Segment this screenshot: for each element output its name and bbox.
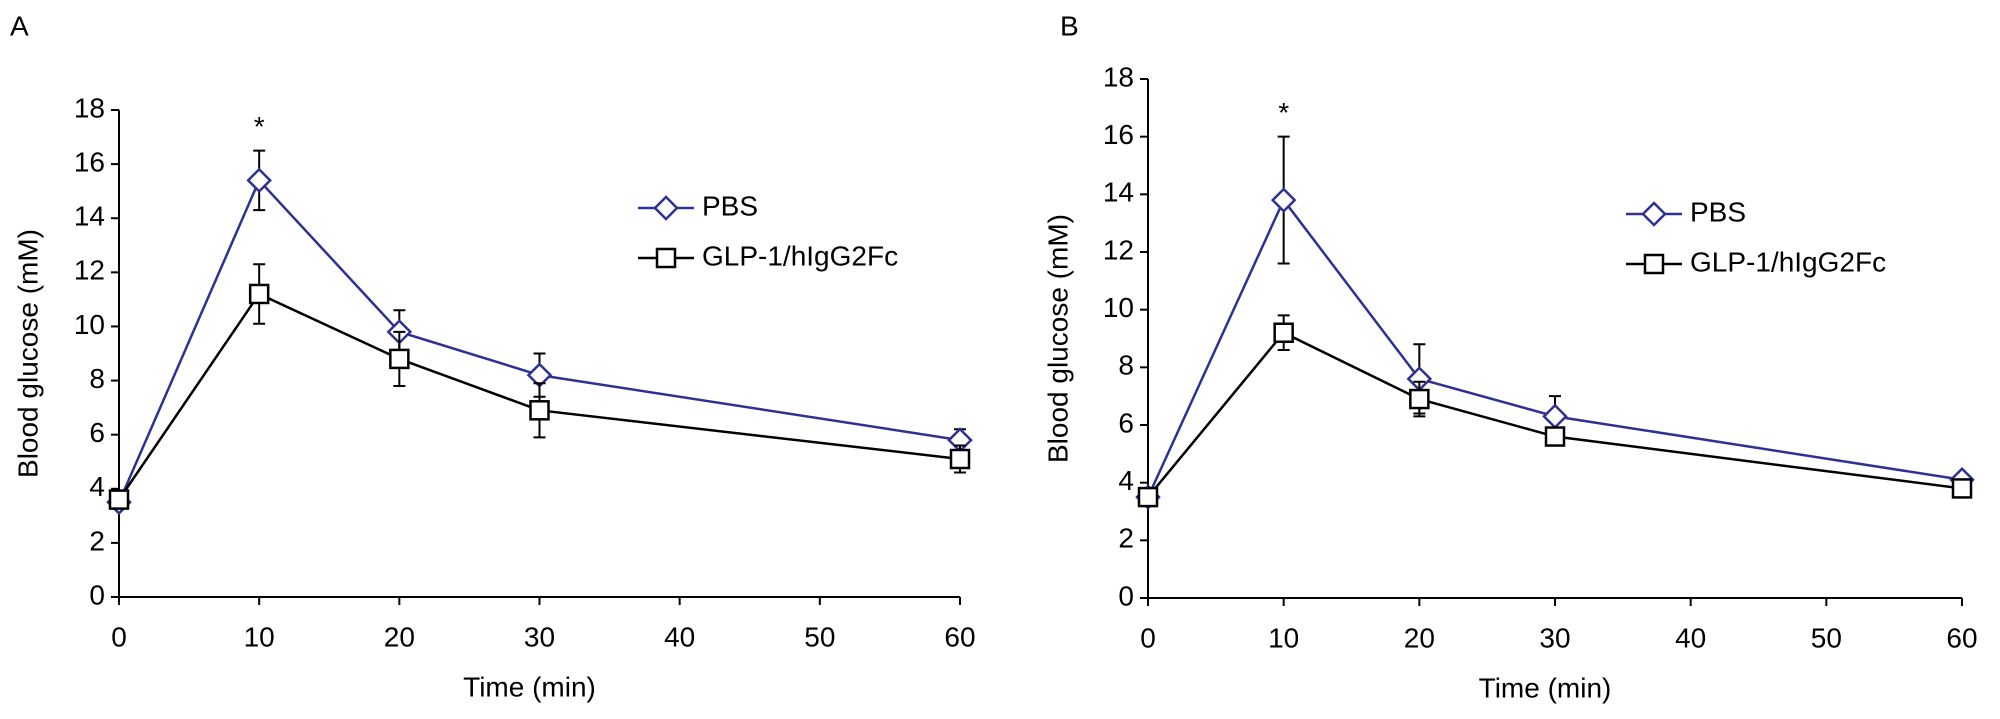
marker [1409,388,1430,410]
x-tick-label: 20 [384,621,415,652]
legend-marker [653,195,679,221]
y-tick-label: 4 [89,471,105,502]
y-tick-label: 18 [1103,61,1134,92]
x-tick-label: 40 [1675,622,1706,653]
y-tick-label: 6 [1118,407,1134,438]
legend-marker [655,247,677,269]
x-tick-label: 0 [111,621,127,652]
y-tick-label: 0 [1118,580,1134,611]
marker [246,167,272,194]
y-tick-label: 16 [74,147,105,178]
legend-label: GLP-1/hIgG2Fc [702,240,898,271]
x-axis-label: Time (min) [463,671,596,702]
y-axis-label: Blood glucose (mM) [12,229,43,478]
y-tick-label: 14 [74,201,105,232]
x-tick-label: 0 [1140,622,1156,653]
x-tick-label: 60 [944,621,975,652]
y-tick-label: 16 [1103,119,1134,150]
y-tick-label: 4 [1118,465,1134,496]
marker [529,400,550,421]
y-tick-label: 6 [89,417,105,448]
x-tick-label: 10 [1268,622,1299,653]
y-tick-label: 2 [89,525,105,556]
y-tick-label: 10 [74,309,105,340]
marker [1951,478,1973,499]
marker [108,489,130,510]
y-tick-label: 12 [1103,234,1134,265]
annotation: * [254,111,265,142]
x-tick-label: 30 [524,621,555,652]
x-tick-label: 20 [1404,622,1435,653]
legend-label: PBS [1690,196,1746,227]
y-tick-label: 8 [1118,350,1134,381]
x-tick-label: 60 [1946,622,1977,653]
marker [1270,187,1297,213]
y-tick-label: 12 [74,255,105,286]
marker [248,283,270,305]
x-axis-label: Time (min) [1479,672,1612,703]
y-tick-label: 0 [89,579,105,610]
x-tick-label: 50 [804,621,835,652]
annotation: * [1278,97,1289,128]
x-tick-label: 30 [1539,622,1570,653]
panel-label: B [1060,10,1079,41]
marker [1544,426,1566,447]
marker [1273,322,1294,343]
marker [1137,486,1159,508]
y-tick-label: 18 [74,92,105,123]
x-tick-label: 50 [1811,622,1842,653]
series-line [117,178,961,503]
x-tick-label: 40 [664,621,695,652]
y-tick-label: 8 [89,363,105,394]
marker [949,448,971,470]
legend-marker [1643,253,1665,275]
y-tick-label: 14 [1103,177,1134,208]
panel-label: A [10,10,29,41]
x-tick-label: 10 [244,621,275,652]
y-tick-label: 10 [1103,292,1134,323]
legend-label: GLP-1/hIgG2Fc [1690,246,1886,277]
legend-marker [1641,201,1667,227]
marker [1542,403,1568,430]
y-tick-label: 2 [1118,523,1134,554]
marker [389,348,410,370]
legend-label: PBS [702,190,758,221]
y-axis-label: Blood glucose (mM) [1042,214,1073,463]
